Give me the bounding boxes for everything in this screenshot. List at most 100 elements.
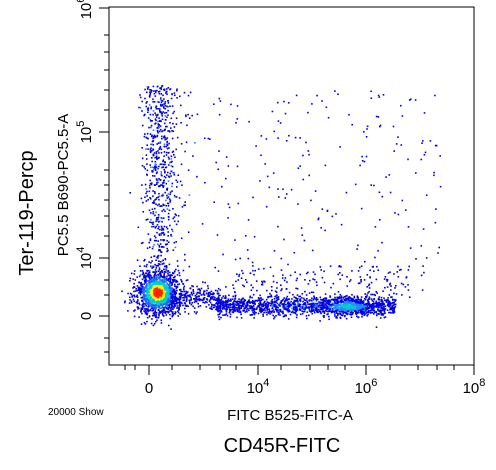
event-point xyxy=(377,298,380,301)
event-point xyxy=(150,294,153,297)
event-point xyxy=(234,306,236,309)
event-point xyxy=(169,224,171,227)
event-point xyxy=(155,315,157,317)
event-point xyxy=(334,302,336,304)
event-point xyxy=(316,304,319,306)
event-point xyxy=(142,271,144,274)
event-point xyxy=(137,299,139,301)
y-axis-title: PC5.5 B690-PC5.5-A xyxy=(55,114,72,257)
event-point xyxy=(160,86,163,89)
event-point xyxy=(434,144,437,147)
event-point xyxy=(169,191,172,193)
event-point xyxy=(168,305,171,307)
event-point xyxy=(342,312,344,315)
event-point xyxy=(240,307,242,310)
event-point xyxy=(147,233,150,235)
event-point xyxy=(155,119,157,122)
event-point xyxy=(317,311,319,314)
event-point xyxy=(141,110,143,112)
event-point xyxy=(166,286,169,288)
event-point xyxy=(373,298,375,301)
event-point xyxy=(262,298,264,301)
event-point xyxy=(264,300,266,303)
event-point xyxy=(176,181,179,183)
event-point xyxy=(159,108,161,110)
event-point xyxy=(169,289,171,292)
event-point xyxy=(393,150,395,152)
event-point xyxy=(157,243,159,245)
event-point xyxy=(150,286,153,288)
event-point xyxy=(191,285,193,287)
event-point xyxy=(314,190,317,192)
event-point xyxy=(283,304,285,307)
event-point xyxy=(196,113,199,116)
event-point xyxy=(367,310,370,313)
event-point xyxy=(365,303,368,305)
event-point xyxy=(175,123,178,125)
event-point xyxy=(146,195,148,197)
event-point xyxy=(152,314,154,317)
event-point xyxy=(133,282,135,285)
event-point xyxy=(140,307,143,310)
event-point xyxy=(306,317,308,320)
event-point xyxy=(370,304,372,307)
event-point xyxy=(172,293,174,296)
event-point xyxy=(160,88,163,91)
event-point xyxy=(165,88,168,90)
event-point xyxy=(214,266,216,269)
event-point xyxy=(146,294,148,297)
event-point xyxy=(318,304,321,307)
event-point xyxy=(164,258,167,260)
event-point xyxy=(151,296,153,299)
event-point xyxy=(407,289,410,291)
event-point xyxy=(303,299,306,301)
event-point xyxy=(309,303,312,305)
event-point xyxy=(243,307,245,310)
event-point xyxy=(153,290,156,293)
event-point xyxy=(127,310,129,312)
event-point xyxy=(152,283,154,286)
event-point xyxy=(174,156,176,159)
event-point xyxy=(157,181,160,184)
event-point xyxy=(175,196,178,198)
event-point xyxy=(216,299,218,301)
event-point xyxy=(389,191,392,194)
event-point xyxy=(280,269,283,271)
event-point xyxy=(375,300,377,303)
event-point xyxy=(158,295,160,298)
event-point xyxy=(323,306,325,308)
event-point xyxy=(157,123,160,125)
event-point xyxy=(153,275,155,277)
event-point xyxy=(245,235,247,237)
event-point xyxy=(193,311,196,313)
event-point xyxy=(161,260,163,263)
event-point xyxy=(312,302,315,305)
event-point xyxy=(393,311,396,313)
event-point xyxy=(167,193,170,195)
event-point xyxy=(359,164,361,167)
event-point xyxy=(169,122,171,124)
event-point xyxy=(288,302,291,305)
event-point xyxy=(151,304,154,306)
event-point xyxy=(343,302,346,305)
event-point xyxy=(207,292,210,294)
event-point xyxy=(299,303,302,306)
event-point xyxy=(198,295,200,297)
event-point xyxy=(340,300,342,303)
event-point xyxy=(267,296,269,298)
event-point xyxy=(155,297,158,300)
event-point xyxy=(360,301,363,303)
event-point xyxy=(275,299,278,302)
event-point xyxy=(332,282,335,285)
event-point xyxy=(168,285,171,287)
event-point xyxy=(185,279,188,282)
event-point xyxy=(407,269,410,271)
event-point xyxy=(296,277,298,280)
event-point xyxy=(142,272,145,275)
event-point xyxy=(141,184,143,186)
event-point xyxy=(149,238,152,240)
event-point xyxy=(254,299,256,302)
event-point xyxy=(152,190,154,192)
event-point xyxy=(162,286,164,289)
event-point xyxy=(340,223,343,226)
